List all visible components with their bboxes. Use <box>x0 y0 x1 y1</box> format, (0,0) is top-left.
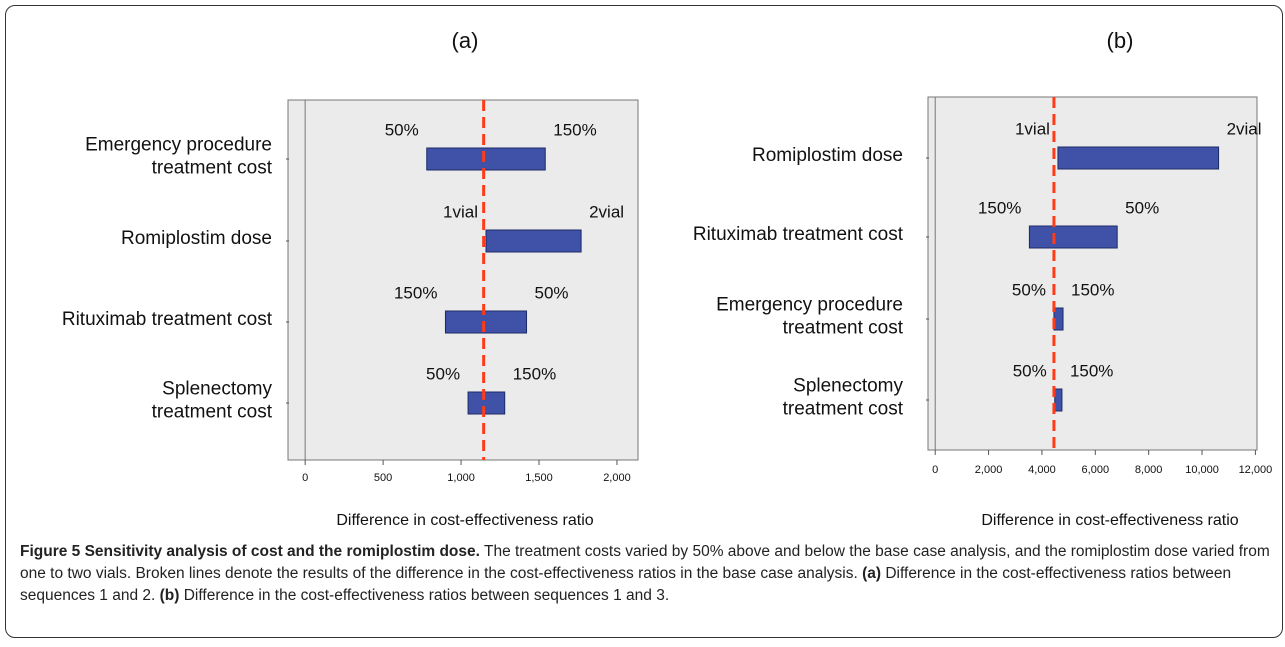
bar <box>1054 388 1063 412</box>
category-label: Splenectomy treatment cost <box>152 379 273 423</box>
bar-label: 2vial <box>589 202 624 221</box>
bar-label: 150% <box>1071 280 1114 299</box>
bar <box>1028 225 1118 249</box>
bar-label: 150% <box>553 120 596 139</box>
chart-title: (b) <box>1107 28 1134 53</box>
bar <box>1057 146 1220 170</box>
bar <box>467 391 506 415</box>
caption-part: Difference in the cost-effectiveness rat… <box>183 587 670 604</box>
caption-body: The treatment costs varied by 50% above … <box>20 543 1270 582</box>
x-tick-label: 0 <box>302 472 308 484</box>
x-tick-label: 10,000 <box>1185 464 1219 476</box>
x-tick-label: 8,000 <box>1135 464 1163 476</box>
category-label: Romiplostim dose <box>121 228 272 249</box>
bar-label: 50% <box>426 364 460 383</box>
x-axis-label: Difference in cost-effectiveness ratio <box>336 512 593 529</box>
bar-label: 150% <box>513 364 556 383</box>
x-tick-label: 500 <box>374 472 392 484</box>
x-tick-label: 6,000 <box>1082 464 1110 476</box>
caption-part: Difference in the cost-effectiveness rat… <box>20 565 1232 604</box>
x-tick-label: 0 <box>932 464 938 476</box>
x-tick-label: 2,000 <box>603 472 631 484</box>
category-label: Romiplostim dose <box>752 145 903 166</box>
figure-frame <box>5 5 1283 638</box>
bar <box>444 310 528 334</box>
category-label: Rituximab treatment cost <box>693 224 904 245</box>
chart-title: (a) <box>452 28 479 53</box>
bar-label: 50% <box>1012 280 1046 299</box>
caption-part-label: (b) <box>159 587 180 604</box>
x-tick-label: 1,000 <box>447 472 475 484</box>
bar-label: 150% <box>1070 361 1113 380</box>
x-tick-label: 2,000 <box>975 464 1003 476</box>
bar-label: 150% <box>978 198 1021 217</box>
x-tick-label: 1,500 <box>525 472 553 484</box>
bar-label: 50% <box>535 283 569 302</box>
x-axis-label: Difference in cost-effectiveness ratio <box>981 512 1238 529</box>
category-label: Splenectomy treatment cost <box>783 376 904 420</box>
caption: Figure 5 Sensitivity analysis of cost an… <box>20 541 1275 607</box>
category-label: Emergency procedure treatment cost <box>716 295 904 339</box>
bar-label: 50% <box>1125 198 1159 217</box>
bar-label: 50% <box>385 120 419 139</box>
bar-label: 2vial <box>1227 119 1262 138</box>
charts: (a) Difference in cost-effectiveness rati… <box>62 28 1273 529</box>
caption-part-label: (a) <box>862 565 882 582</box>
bar-label: 1vial <box>1015 119 1050 138</box>
caption-title: Figure 5 Sensitivity analysis of cost an… <box>20 543 480 560</box>
category-label: Rituximab treatment cost <box>62 309 273 330</box>
bar-label: 50% <box>1013 361 1047 380</box>
bar-label: 150% <box>394 283 437 302</box>
bar <box>485 229 582 253</box>
x-tick-label: 12,000 <box>1239 464 1273 476</box>
x-tick-label: 4,000 <box>1028 464 1056 476</box>
bar-label: 1vial <box>443 202 478 221</box>
category-label: Emergency procedure treatment cost <box>85 135 273 179</box>
bar <box>426 147 546 171</box>
